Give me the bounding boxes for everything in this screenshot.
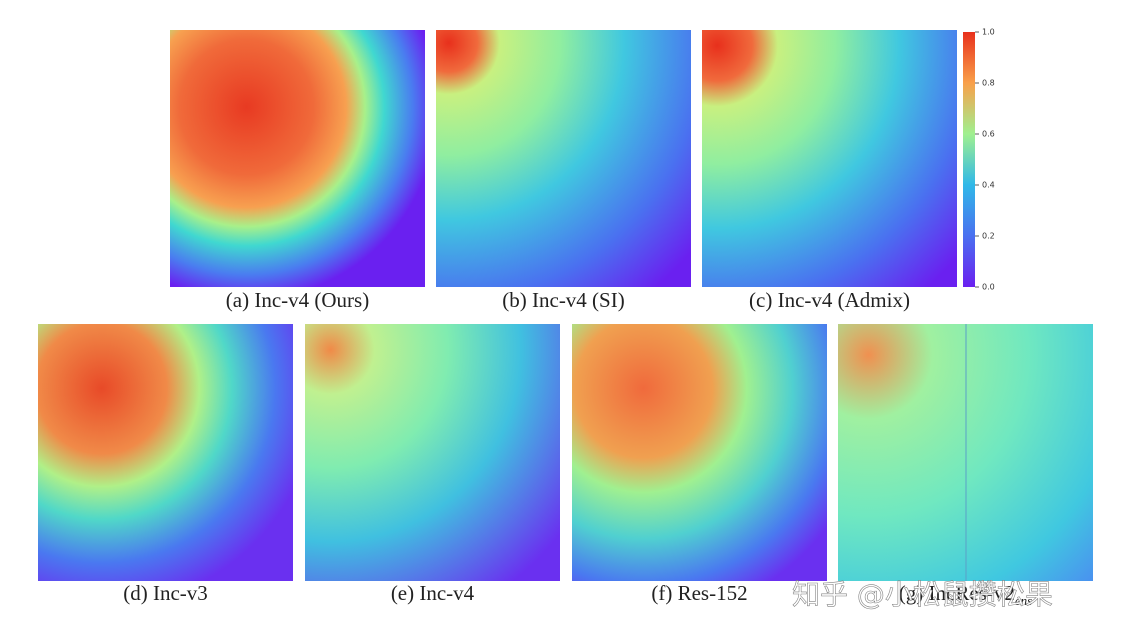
caption: (d) Inc-v3: [123, 581, 208, 605]
colorbar-tick-label: 0.6: [982, 130, 995, 139]
caption-subscript: ens: [1015, 593, 1032, 608]
caption: (g) IncRes-v2ens: [899, 581, 1032, 608]
colorbar-tick-label: 0.2: [982, 232, 995, 241]
colorbar: [963, 32, 975, 287]
colorbar-tick-label: 0.0: [982, 283, 995, 292]
heatmap: [38, 324, 293, 581]
colorbar-tick-label: 0.8: [982, 79, 995, 88]
caption-text: (e) Inc-v4: [391, 581, 475, 605]
caption-text: (a) Inc-v4 (Ours): [226, 288, 369, 312]
caption: (f) Res-152: [651, 581, 747, 605]
caption: (a) Inc-v4 (Ours): [226, 288, 369, 312]
watermark: 知乎 @小松鼠攒松果: [792, 578, 1053, 611]
heatmap: [170, 30, 425, 287]
heatmap: [702, 30, 957, 287]
heatmap: [305, 324, 560, 581]
caption: (e) Inc-v4: [391, 581, 475, 605]
colorbar-tick-label: 1.0: [982, 28, 995, 37]
caption-text: (g) IncRes-v2: [899, 581, 1015, 605]
heatmap: [572, 324, 827, 581]
caption: (c) Inc-v4 (Admix): [749, 288, 910, 312]
caption-text: (b) Inc-v4 (SI): [502, 288, 624, 312]
heatmap: [436, 30, 691, 287]
caption-text: (c) Inc-v4 (Admix): [749, 288, 910, 312]
caption: (b) Inc-v4 (SI): [502, 288, 624, 312]
colorbar-tick-label: 0.4: [982, 181, 995, 190]
caption-text: (f) Res-152: [651, 581, 747, 605]
caption-text: (d) Inc-v3: [123, 581, 208, 605]
